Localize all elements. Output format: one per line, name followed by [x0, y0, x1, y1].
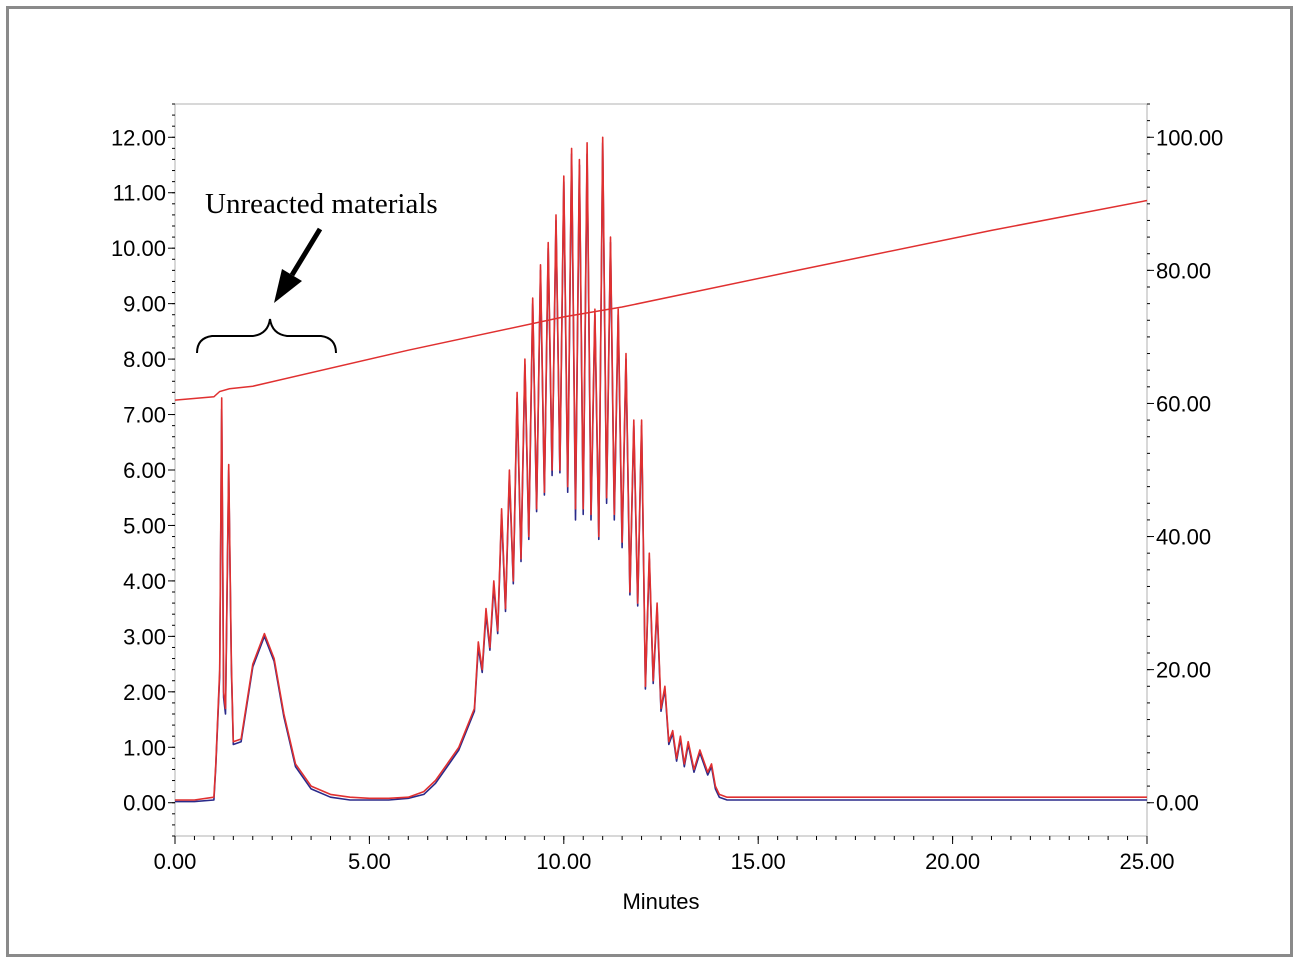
- x-tick-label: 0.00: [154, 849, 197, 874]
- series-line-0: [175, 136, 1147, 801]
- gradient-line: [174, 199, 1148, 401]
- y2-tick-label: 80.00: [1156, 258, 1211, 283]
- x-tick-label: 15.00: [731, 849, 786, 874]
- x-tick-label: 10.00: [536, 849, 591, 874]
- y-tick-label: 10.00: [111, 236, 166, 261]
- annotation-bracket: [196, 318, 337, 354]
- y-tick-label: 11.00: [113, 181, 166, 206]
- y-tick-label: 1.00: [123, 735, 166, 760]
- x-tick-label: 5.00: [348, 849, 391, 874]
- y-tick-label: 7.00: [123, 403, 166, 428]
- y-tick-label: 12.00: [111, 125, 166, 150]
- plot-lines: [174, 136, 1148, 803]
- y-tick-label: 2.00: [123, 680, 166, 705]
- y-tick-label: 4.00: [123, 569, 166, 594]
- y2-tick-label: 0.00: [1156, 791, 1199, 816]
- y2-tick-label: 100.00: [1156, 125, 1223, 150]
- y2-tick-label: 60.00: [1156, 391, 1211, 416]
- y-tick-label: 0.00: [123, 791, 166, 816]
- x-axis-label: Minutes: [622, 889, 699, 914]
- y2-tick-label: 40.00: [1156, 525, 1211, 550]
- y-tick-label: 6.00: [123, 458, 166, 483]
- annotation-arrow-head: [274, 269, 302, 303]
- x-axis: 0.00 5.00 10.00 15.00 20.00 25.00: [154, 836, 1175, 874]
- y2-tick-label: 20.00: [1156, 658, 1211, 683]
- y-tick-label: 5.00: [123, 513, 166, 538]
- y-tick-label: 9.00: [123, 292, 166, 317]
- annotation-group: Unreacted materials: [196, 188, 438, 354]
- y-tick-label: 8.00: [123, 347, 166, 372]
- annotation-arrow-shaft: [289, 227, 323, 277]
- plot-area: [174, 103, 1148, 837]
- annotation-label: Unreacted materials: [205, 188, 438, 220]
- x-tick-label: 25.00: [1119, 849, 1174, 874]
- x-tick-label: 20.00: [925, 849, 980, 874]
- right-y-axis: 0.00 20.00 40.00 60.00 80.00 100.00: [1147, 103, 1223, 816]
- left-y-axis: 0.00 1.00 2.00 3.00 4.00 5.00 6.00 7.00 8.00 9.00…: [111, 103, 175, 837]
- y-tick-label: 3.00: [123, 624, 166, 649]
